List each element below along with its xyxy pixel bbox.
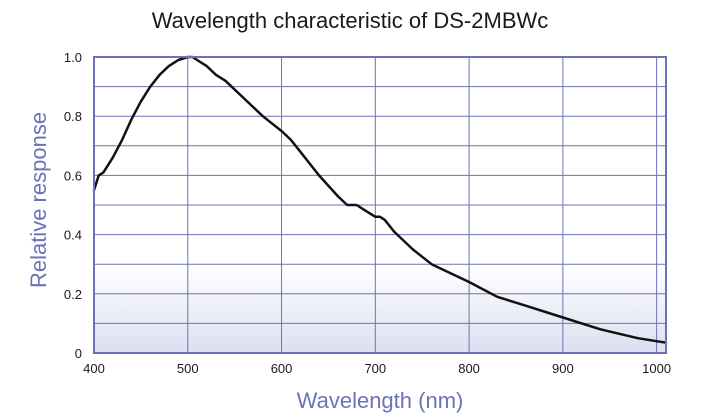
x-tick-label: 1000 — [642, 361, 671, 376]
chart-title: Wavelength characteristic of DS-2MBWc — [152, 8, 549, 33]
data-series — [92, 55, 668, 344]
y-tick-label: 0.2 — [64, 287, 82, 302]
y-tick-label: 0.4 — [64, 228, 82, 243]
x-tick-label: 800 — [458, 361, 480, 376]
x-tick-label: 600 — [271, 361, 293, 376]
plot-frame — [93, 56, 667, 354]
x-axis-label: Wavelength (nm) — [297, 388, 464, 413]
x-tick-label: 400 — [83, 361, 105, 376]
y-tick-label: 0.6 — [64, 168, 82, 183]
tick-labels: 400 500 600 700 800 900 1000 0 0.2 0.4 0.6 0.8 1.0 — [64, 50, 671, 376]
x-tick-label: 500 — [177, 361, 199, 376]
y-tick-label: 1.0 — [64, 50, 82, 65]
y-tick-label: 0 — [75, 346, 82, 361]
y-axis-label: Relative response — [26, 112, 51, 288]
response-curve — [92, 55, 668, 344]
x-tick-label: 900 — [552, 361, 574, 376]
y-tick-label: 0.8 — [64, 109, 82, 124]
grid — [94, 57, 666, 353]
x-tick-label: 700 — [364, 361, 386, 376]
